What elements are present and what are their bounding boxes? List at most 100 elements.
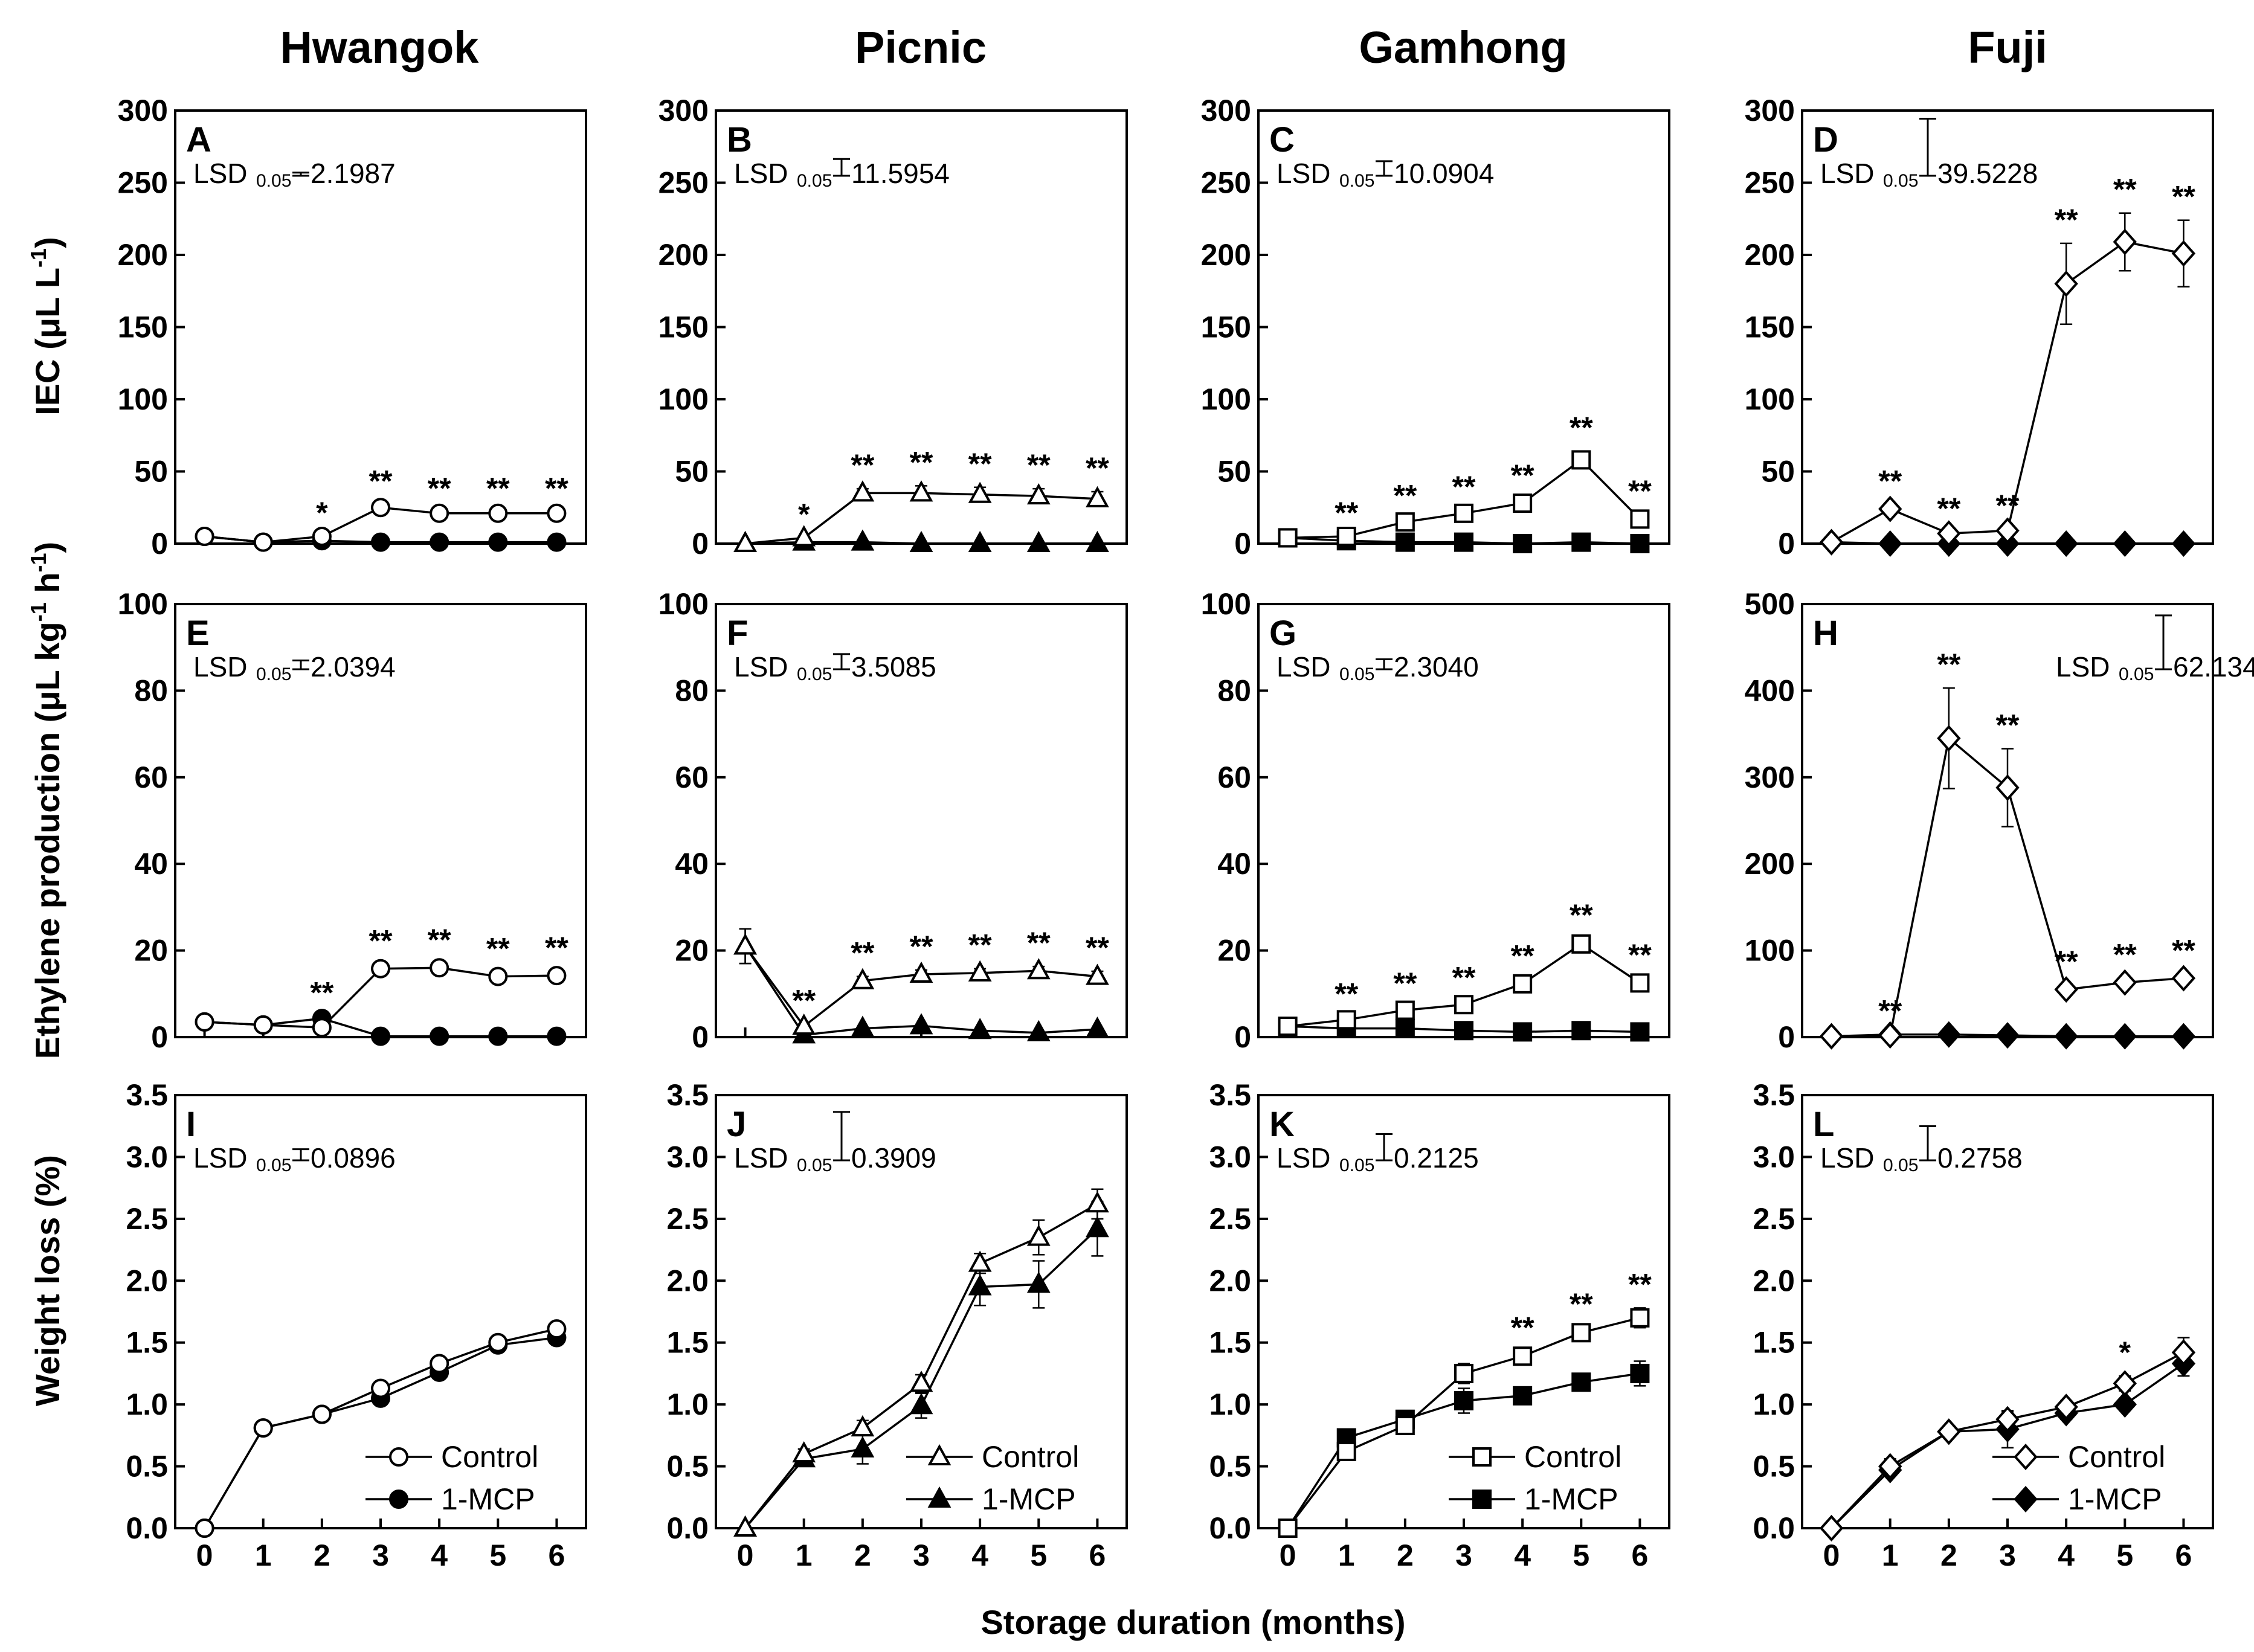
data-point-control <box>2054 1393 2078 1421</box>
data-point-control <box>851 968 875 989</box>
legend-control-label: Control <box>1524 1440 1621 1474</box>
significance-stars: ** <box>1937 492 1960 525</box>
data-point-control <box>195 1012 214 1032</box>
panel-letter: I <box>186 1105 196 1144</box>
data-point-control <box>733 530 757 552</box>
data-point-control <box>1513 1346 1533 1366</box>
y-tick-label: 200 <box>658 238 709 272</box>
x-tick-label: 5 <box>2116 1538 2133 1572</box>
lsd-prefix: LSD <box>1820 1142 1874 1174</box>
lsd-annotation: LSD 0.05 0.2758 <box>1820 1125 2023 1175</box>
data-point-control <box>1336 527 1356 547</box>
x-tick-label: 2 <box>314 1538 330 1572</box>
legend-1-mcp-label: 1-MCP <box>1524 1482 1618 1516</box>
data-point-1-mcp <box>2113 1391 2137 1418</box>
data-point-control <box>2171 240 2196 267</box>
data-point-control <box>371 498 390 518</box>
data-point-control <box>1454 1363 1473 1383</box>
data-point-control <box>1026 958 1051 980</box>
data-point-1-mcp <box>1454 532 1473 552</box>
significance-stars: ** <box>486 471 510 505</box>
x-tick-label: 3 <box>1455 1538 1472 1572</box>
panel-letter: J <box>727 1105 746 1144</box>
lsd-prefix: LSD <box>1277 651 1330 683</box>
y-tick-label: 0 <box>1234 1020 1251 1054</box>
lsd-value: 2.1987 <box>311 158 396 189</box>
lsd-subscript: 0.05 <box>1883 1155 1918 1175</box>
legend-control-marker <box>927 1444 952 1465</box>
y-tick-label: 300 <box>1745 760 1795 794</box>
column-title-picnic: Picnic <box>855 22 987 72</box>
data-point-1-mcp <box>1513 534 1533 553</box>
y-tick-label: 200 <box>1745 847 1795 881</box>
data-point-control <box>1819 529 1844 556</box>
data-point-1-mcp <box>2171 530 2196 557</box>
significance-stars: ** <box>428 923 451 957</box>
legend-1-mcp-label: 1-MCP <box>982 1482 1076 1516</box>
lsd-annotation: LSD 0.05 10.0904 <box>1277 158 1494 191</box>
series-control <box>744 1188 1104 1529</box>
y-tick-label: 0.5 <box>1209 1450 1251 1483</box>
data-point-control <box>1086 963 1109 985</box>
y-tick-label: 100 <box>658 587 709 621</box>
significance-stars: ** <box>1628 474 1652 508</box>
significance-stars: ** <box>1086 451 1109 485</box>
lsd-prefix: LSD <box>1820 158 1874 189</box>
data-point-1-mcp <box>1086 530 1109 552</box>
data-point-1-mcp <box>1454 1390 1473 1410</box>
data-point-control <box>430 958 449 978</box>
data-point-1-mcp <box>909 1393 933 1415</box>
x-tick-label: 2 <box>1940 1538 1957 1572</box>
legend-1-mcp-label: 1-MCP <box>2068 1482 2162 1516</box>
data-point-control <box>1878 1022 1902 1049</box>
y-tick-label: 2.0 <box>126 1264 168 1297</box>
lsd-subscript: 0.05 <box>1339 1155 1374 1175</box>
data-point-control <box>2113 1370 2137 1397</box>
y-tick-label: 1.5 <box>666 1326 709 1360</box>
x-tick-label: 3 <box>372 1538 389 1572</box>
data-point-control <box>371 959 390 979</box>
lsd-value: 10.0904 <box>1394 158 1494 189</box>
lsd-subscript: 0.05 <box>256 1155 291 1175</box>
y-tick-label: 0 <box>151 1020 168 1054</box>
significance-stars: ** <box>1335 496 1358 530</box>
data-point-control <box>2054 976 2078 1003</box>
data-point-control <box>1454 503 1473 523</box>
data-point-1-mcp <box>371 532 390 552</box>
lsd-annotation: LSD 0.05 3.5085 <box>734 651 936 684</box>
lsd-value: 39.5228 <box>1937 158 2038 189</box>
data-point-control <box>792 1013 816 1035</box>
data-point-1-mcp <box>1937 1021 1961 1048</box>
data-point-control <box>1937 1418 1961 1445</box>
data-point-control <box>2054 270 2078 297</box>
data-point-control <box>1454 995 1473 1015</box>
y-tick-label: 500 <box>1745 587 1795 621</box>
lsd-subscript: 0.05 <box>797 664 832 684</box>
significance-stars: ** <box>2113 937 2137 971</box>
x-axis-label: Storage duration (months) <box>980 1603 1405 1641</box>
lsd-annotation: LSD 0.05 0.2125 <box>1277 1133 1479 1175</box>
significance-stars: ** <box>1996 489 2020 522</box>
data-point-control <box>1395 1000 1415 1020</box>
data-point-control <box>968 481 992 503</box>
data-point-control <box>1937 725 1961 752</box>
lsd-subscript: 0.05 <box>1339 664 1374 684</box>
data-point-control <box>312 1404 332 1424</box>
data-point-1-mcp <box>1026 1020 1051 1041</box>
y-tick-label: 150 <box>1201 310 1251 344</box>
lsd-value: 3.5085 <box>851 651 936 683</box>
y-tick-label: 0.0 <box>1209 1511 1251 1545</box>
data-point-control <box>488 966 508 986</box>
significance-stars: ** <box>1511 458 1534 492</box>
data-point-1-mcp <box>851 529 875 551</box>
data-point-control <box>1026 483 1051 505</box>
lsd-value: 2.0394 <box>311 651 396 683</box>
legend-control-marker <box>389 1447 408 1467</box>
lsd-value: 0.2125 <box>1394 1142 1479 1174</box>
x-tick-label: 4 <box>971 1538 988 1572</box>
data-point-control <box>1571 1323 1591 1343</box>
legend-control-label: Control <box>441 1440 538 1474</box>
